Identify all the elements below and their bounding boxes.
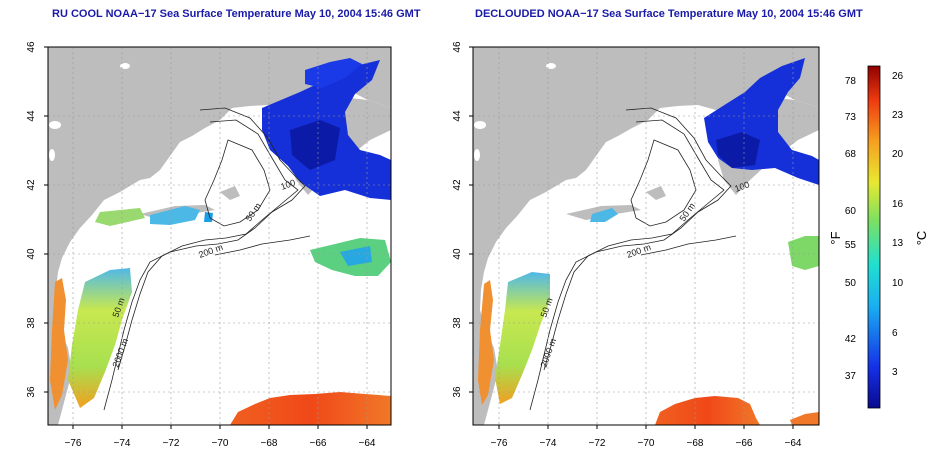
c-tick-label: 10 [892, 278, 904, 289]
contour-label: 100 [279, 177, 297, 192]
lon-tick-label: −66 [310, 438, 327, 449]
lake [120, 63, 130, 69]
left-map-panel: 100 50 m 200 m 50 m 2000 m −76 −74 −72 [26, 41, 392, 449]
lat-tick-label: 44 [26, 110, 37, 122]
f-tick-label: 37 [845, 371, 857, 382]
colorbar-f-label: °F [828, 231, 843, 244]
lat-tick-label: 38 [26, 317, 37, 329]
lat-tick-label: 46 [26, 41, 37, 53]
sst-coastal-band [495, 272, 550, 404]
sst-chesapeake [478, 280, 494, 405]
sst-chesapeake [50, 278, 68, 410]
c-tick-label: 13 [892, 238, 904, 249]
colorbar-c-label: °C [914, 231, 929, 246]
sst-cold-dark [290, 120, 340, 170]
c-tick-label: 26 [892, 71, 904, 82]
sst-offshore-eddy [788, 236, 819, 270]
f-tick-label: 73 [845, 112, 857, 123]
land-mass [48, 47, 391, 425]
lon-tick-label: −74 [540, 438, 557, 449]
land-cape-cod [646, 186, 666, 200]
sst-offshore-eddy-blue [340, 246, 372, 266]
lat-tick-label: 38 [452, 317, 463, 329]
c-tick-label: 6 [892, 328, 898, 339]
lon-tick-label: −70 [212, 438, 229, 449]
lon-tick-label: −74 [114, 438, 131, 449]
c-tick-label: 16 [892, 199, 904, 210]
axis-ticks [44, 46, 368, 429]
sst-shelf-patch [150, 206, 200, 225]
left-panel-title: RU COOL NOAA−17 Sea Surface Temperature … [52, 8, 421, 20]
lon-tick-label: −76 [65, 438, 82, 449]
lat-tick-label: 36 [452, 386, 463, 398]
lon-tick-label: −76 [491, 438, 508, 449]
lon-tick-label: −72 [589, 438, 606, 449]
bathymetry-contours [529, 107, 737, 411]
colorbar-c-ticks: 26 23 20 16 13 10 6 3 [892, 71, 904, 378]
grid-lines [473, 47, 819, 425]
lake [474, 149, 480, 161]
sst-small-patch [204, 212, 213, 222]
lat-tick-label: 44 [452, 110, 463, 122]
c-tick-label: 20 [892, 149, 904, 160]
lake [49, 149, 55, 161]
sst-cold-patch-north [305, 58, 362, 88]
sst-gulf-stream [230, 392, 391, 425]
lat-tick-label: 42 [26, 179, 37, 191]
f-tick-label: 78 [845, 76, 857, 87]
lon-tick-label: −66 [736, 438, 753, 449]
contour-label: 100 [733, 179, 751, 194]
lat-tick-label: 40 [452, 248, 463, 260]
sst-cold-dark [716, 132, 760, 168]
sst-coastal-band [68, 268, 132, 408]
lon-tick-label: −64 [359, 438, 376, 449]
lake [49, 121, 61, 129]
land-cape-cod [220, 186, 240, 200]
lake [546, 63, 556, 69]
lat-tick-labels: 46 44 42 40 38 36 [26, 41, 37, 398]
f-tick-label: 60 [845, 206, 857, 217]
sst-gulf-stream-east [790, 412, 819, 425]
sst-gulf-stream [655, 396, 760, 425]
lat-tick-labels: 46 44 42 40 38 36 [452, 41, 463, 398]
lat-tick-label: 42 [452, 179, 463, 191]
land-mass [473, 47, 819, 425]
lat-tick-label: 36 [26, 386, 37, 398]
colorbar-gradient [867, 65, 881, 409]
bathymetry-contours [103, 107, 311, 411]
sst-shelf-patch-green [95, 208, 145, 226]
f-tick-label: 55 [845, 240, 857, 251]
lon-tick-labels: −76 −74 −72 −70 −68 −66 −64 [491, 438, 802, 449]
axis-ticks [469, 46, 794, 429]
lat-tick-label: 46 [452, 41, 463, 53]
f-tick-label: 68 [845, 149, 857, 160]
right-panel-title: DECLOUDED NOAA−17 Sea Surface Temperatur… [475, 8, 863, 20]
c-tick-label: 23 [892, 110, 904, 121]
c-tick-label: 3 [892, 367, 898, 378]
f-tick-label: 50 [845, 278, 857, 289]
lon-tick-label: −68 [687, 438, 704, 449]
lon-tick-label: −70 [638, 438, 655, 449]
lon-tick-labels: −76 −74 −72 −70 −68 −66 −64 [65, 438, 376, 449]
grid-lines [48, 47, 391, 425]
colorbar-f-ticks: 78 73 68 60 55 50 42 37 [845, 76, 857, 382]
lon-tick-label: −64 [785, 438, 802, 449]
colorbar: 78 73 68 60 55 50 42 37 26 23 20 16 13 1… [828, 65, 929, 409]
lon-tick-label: −68 [261, 438, 278, 449]
right-map-panel: 100 50 m 200 m 50 m 2000 m −76 −74 −72 −… [452, 41, 820, 449]
f-tick-label: 42 [845, 334, 857, 345]
lon-tick-label: −72 [163, 438, 180, 449]
lake [474, 121, 486, 129]
lat-tick-label: 40 [26, 248, 37, 260]
